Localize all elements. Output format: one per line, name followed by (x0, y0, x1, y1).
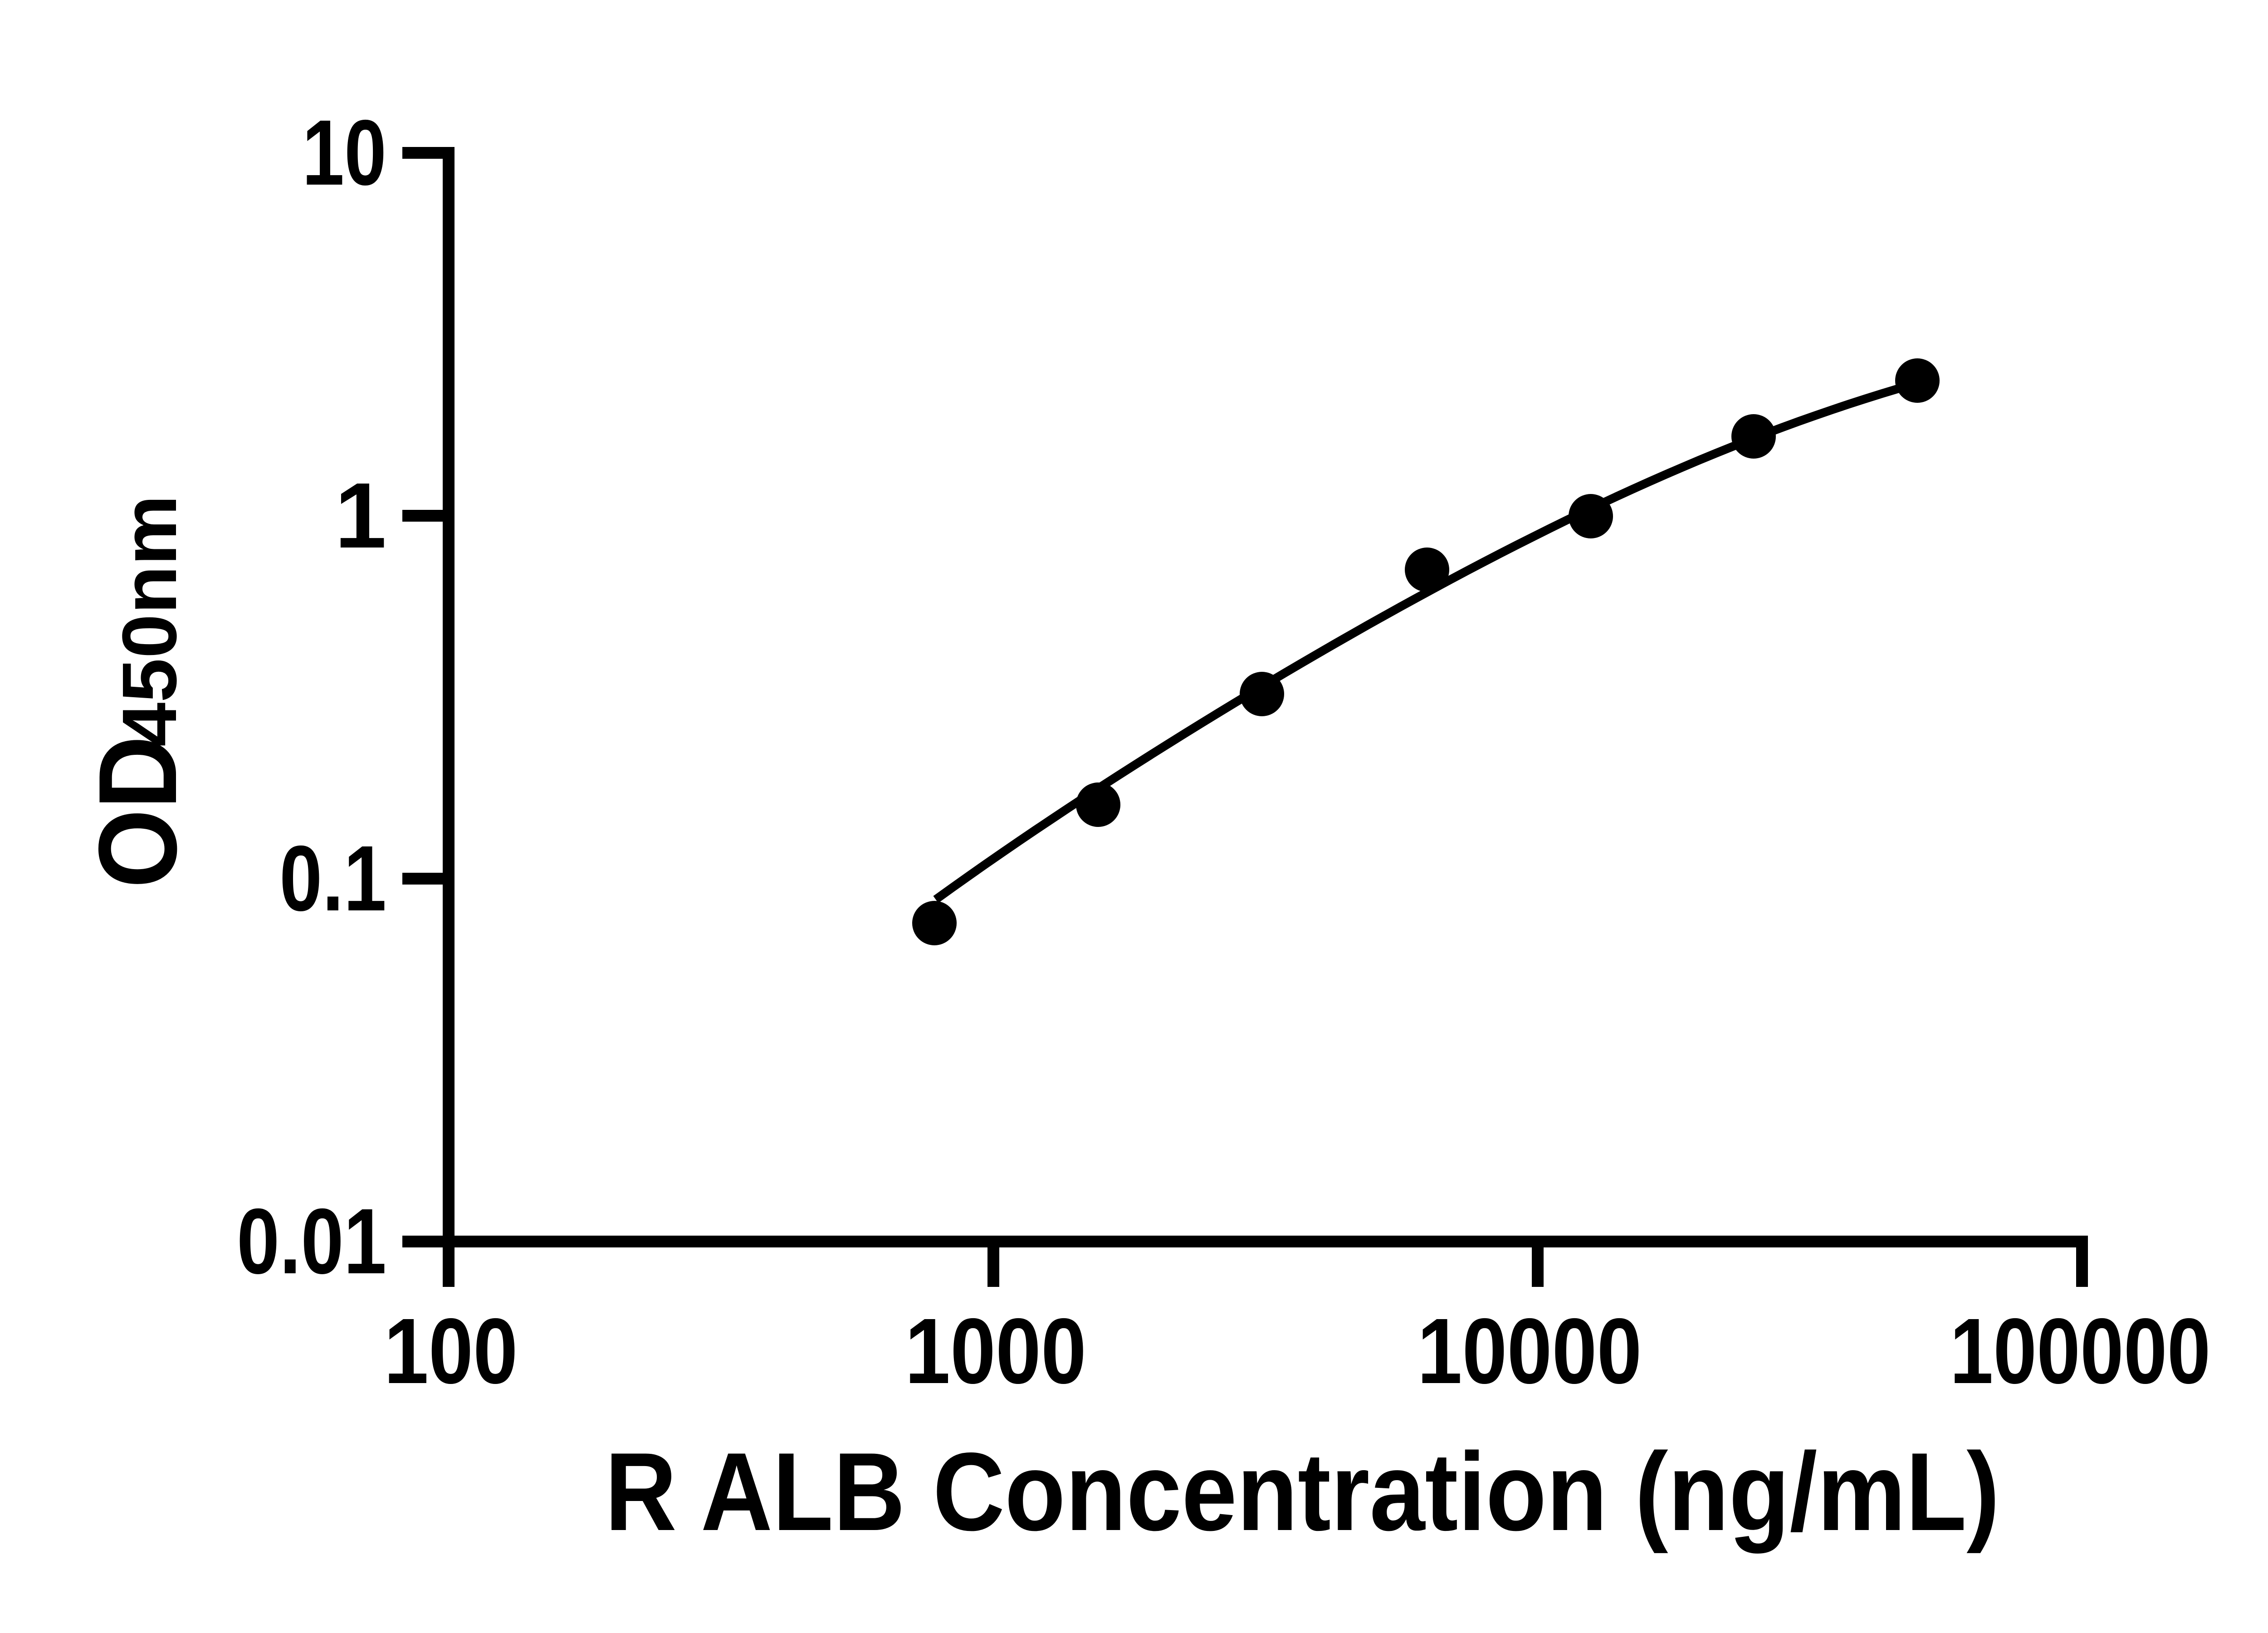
svg-text:450nm: 450nm (107, 495, 193, 747)
svg-text:10: 10 (302, 101, 386, 205)
svg-text:OD: OD (75, 736, 200, 888)
svg-text:R ALB Concentration (ng/mL): R ALB Concentration (ng/mL) (605, 1429, 2000, 1554)
svg-text:10000: 10000 (1418, 1299, 1642, 1403)
svg-text:100000: 100000 (1950, 1299, 2211, 1403)
svg-text:0.01: 0.01 (237, 1189, 386, 1293)
svg-text:1: 1 (335, 464, 386, 567)
svg-text:1000: 1000 (905, 1299, 1086, 1403)
svg-text:100: 100 (384, 1299, 518, 1403)
svg-text:0.1: 0.1 (279, 826, 386, 930)
